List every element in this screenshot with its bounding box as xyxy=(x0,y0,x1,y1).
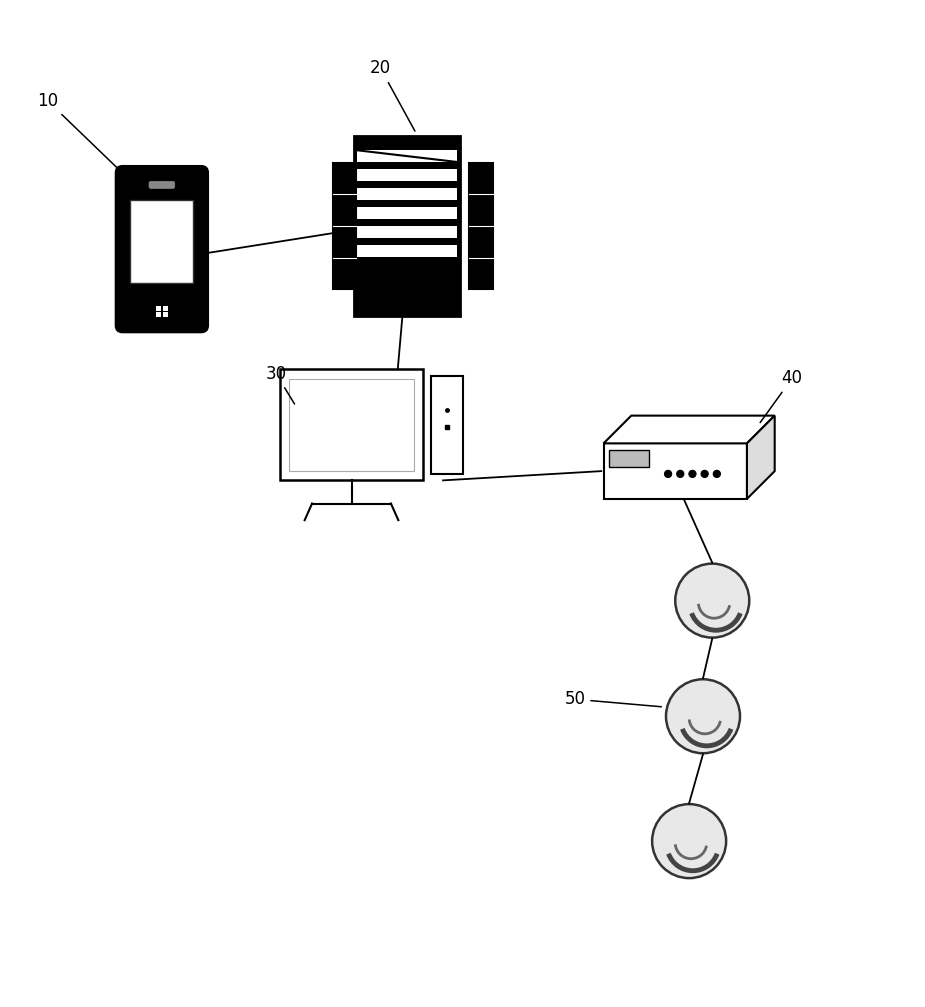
Bar xyxy=(130,199,193,283)
Bar xyxy=(357,169,457,181)
Bar xyxy=(357,226,457,238)
Polygon shape xyxy=(747,416,775,498)
Polygon shape xyxy=(603,416,775,443)
Bar xyxy=(156,305,161,310)
Text: 50: 50 xyxy=(564,690,661,708)
Bar xyxy=(163,312,167,317)
Text: 40: 40 xyxy=(760,370,803,423)
Text: 10: 10 xyxy=(37,92,128,178)
Circle shape xyxy=(666,680,740,753)
Circle shape xyxy=(701,470,709,477)
FancyBboxPatch shape xyxy=(116,166,207,332)
Bar xyxy=(279,370,424,480)
Bar xyxy=(357,245,457,257)
Circle shape xyxy=(689,470,696,477)
Bar xyxy=(357,150,457,162)
Bar xyxy=(289,379,414,471)
Bar xyxy=(431,376,463,473)
Circle shape xyxy=(713,470,721,477)
Bar xyxy=(353,136,461,316)
Text: 20: 20 xyxy=(370,59,415,131)
Circle shape xyxy=(675,564,749,637)
Bar xyxy=(610,450,649,466)
Circle shape xyxy=(652,805,726,878)
Bar xyxy=(603,443,747,498)
FancyBboxPatch shape xyxy=(149,181,175,188)
Bar xyxy=(357,188,457,199)
Bar xyxy=(333,163,356,289)
Circle shape xyxy=(677,470,684,477)
Bar xyxy=(156,312,161,317)
Bar xyxy=(357,207,457,219)
Bar xyxy=(163,305,167,310)
Bar xyxy=(470,163,493,289)
Text: 30: 30 xyxy=(265,365,294,404)
Circle shape xyxy=(664,470,672,477)
